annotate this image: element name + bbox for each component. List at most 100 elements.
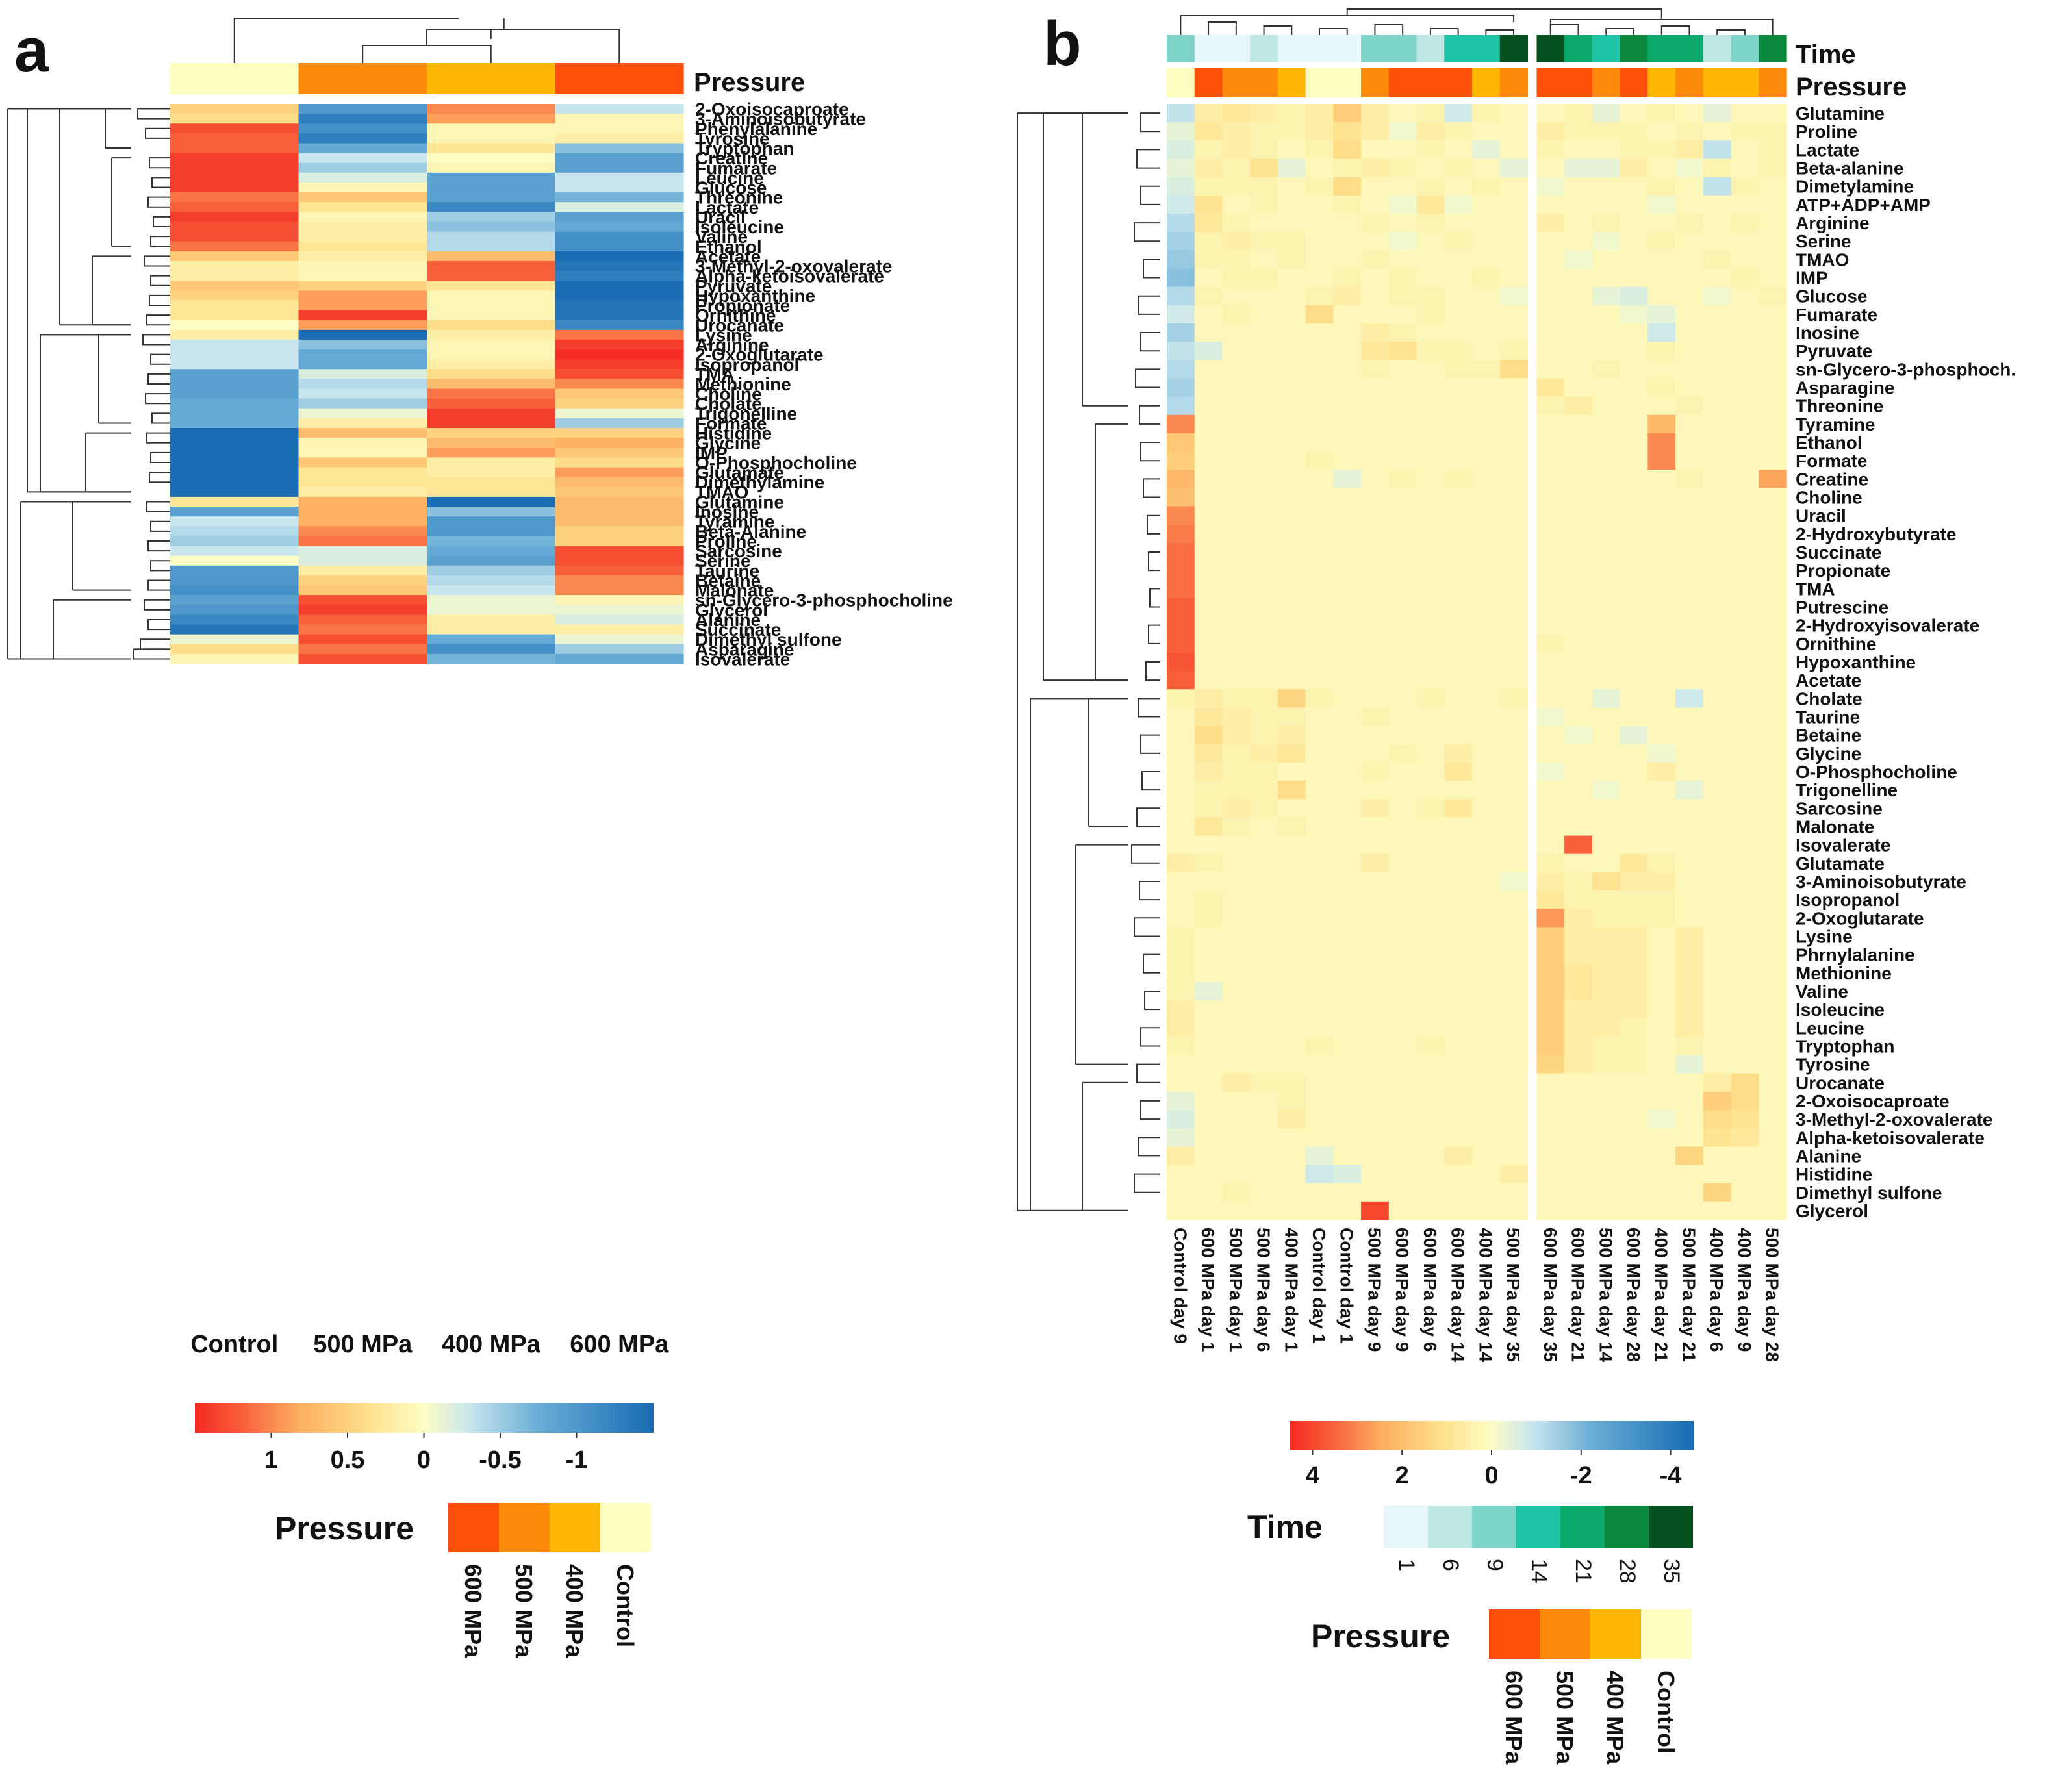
heatmap-cell bbox=[1194, 963, 1223, 983]
colorbar-segment bbox=[1535, 1421, 1540, 1450]
heatmap-cell bbox=[1194, 323, 1223, 342]
heatmap-cell bbox=[1647, 981, 1676, 1001]
heatmap-cell bbox=[1536, 781, 1565, 800]
row-label: Creatine bbox=[1796, 469, 1868, 489]
heatmap-cell bbox=[1647, 744, 1676, 763]
row-label: Trigonelline bbox=[1796, 780, 1898, 800]
heatmap-cell bbox=[1592, 213, 1621, 233]
heatmap-cell bbox=[555, 644, 684, 655]
row-label: Histidine bbox=[1796, 1165, 1872, 1185]
dendrogram-branch bbox=[146, 432, 170, 444]
heatmap-cell bbox=[1250, 177, 1278, 196]
colorbar-segment bbox=[1481, 1421, 1486, 1450]
heatmap-cell bbox=[1620, 1018, 1648, 1037]
heatmap-cell bbox=[1647, 799, 1676, 818]
heatmap-cell bbox=[1444, 213, 1473, 233]
row-label: Pyruvate bbox=[1796, 341, 1872, 361]
heatmap-cell bbox=[555, 653, 684, 664]
heatmap-cell bbox=[1472, 1018, 1501, 1037]
time-annotation-cell bbox=[1416, 35, 1445, 62]
heatmap-cell bbox=[1592, 890, 1621, 909]
heatmap-cell bbox=[170, 448, 299, 459]
heatmap-cell bbox=[1250, 817, 1278, 837]
heatmap-cell bbox=[1592, 268, 1621, 288]
heatmap-cell bbox=[1731, 323, 1759, 342]
pressure-legend-title: Pressure bbox=[275, 1510, 414, 1546]
colorbar-segment bbox=[1441, 1421, 1445, 1450]
heatmap-cell bbox=[1759, 598, 1787, 617]
heatmap-cell bbox=[1277, 396, 1306, 416]
colorbar-segment bbox=[1639, 1421, 1644, 1450]
heatmap-cell bbox=[1647, 470, 1676, 489]
heatmap-cell bbox=[1703, 433, 1732, 452]
heatmap-cell bbox=[1759, 1128, 1787, 1147]
heatmap-cell bbox=[1703, 305, 1732, 324]
heatmap-cell bbox=[1277, 1128, 1306, 1147]
heatmap-cell bbox=[1361, 524, 1390, 544]
colorbar-segment bbox=[385, 1403, 390, 1433]
heatmap-cell bbox=[1536, 305, 1565, 324]
heatmap-cell bbox=[170, 123, 299, 134]
heatmap-cell bbox=[1250, 506, 1278, 525]
heatmap-cell bbox=[1167, 726, 1195, 745]
heatmap-cell bbox=[1647, 122, 1676, 141]
heatmap-cell bbox=[1620, 470, 1648, 489]
heatmap-cell bbox=[555, 467, 684, 478]
row-label: Histidine bbox=[695, 423, 772, 444]
row-label: Arginine bbox=[1796, 213, 1870, 233]
heatmap-cell bbox=[1647, 268, 1676, 288]
heatmap-cell bbox=[1361, 122, 1390, 141]
heatmap-cell bbox=[1416, 981, 1445, 1001]
heatmap-cell bbox=[1564, 1037, 1593, 1056]
heatmap-cell bbox=[1361, 726, 1390, 745]
heatmap-cell bbox=[1759, 689, 1787, 709]
heatmap-cell bbox=[1499, 414, 1529, 434]
heatmap-cell bbox=[1472, 689, 1501, 709]
heatmap-cell bbox=[1333, 579, 1362, 599]
pressure-legend-swatch bbox=[448, 1503, 499, 1552]
heatmap-cell bbox=[1592, 616, 1621, 635]
heatmap-cell bbox=[1222, 981, 1251, 1001]
heatmap-cell bbox=[1277, 451, 1306, 470]
heatmap-cell bbox=[1194, 890, 1223, 909]
heatmap-cell bbox=[1194, 451, 1223, 470]
dendrogram-branch bbox=[1134, 222, 1160, 242]
heatmap-cell bbox=[1222, 213, 1251, 233]
heatmap-cell bbox=[1472, 853, 1501, 873]
heatmap-cell bbox=[1361, 598, 1390, 617]
heatmap-cell bbox=[1250, 268, 1278, 288]
heatmap-cell bbox=[1416, 890, 1445, 909]
heatmap-cell bbox=[427, 339, 556, 350]
heatmap-cell bbox=[298, 477, 427, 488]
heatmap-cell bbox=[1647, 488, 1676, 507]
row-label: Glycerol bbox=[1796, 1201, 1868, 1221]
colorbar-segment bbox=[1391, 1421, 1395, 1450]
heatmap-cell bbox=[1250, 909, 1278, 928]
colorbar-segment bbox=[492, 1403, 498, 1433]
heatmap-cell bbox=[1167, 927, 1195, 946]
heatmap-cell bbox=[1167, 470, 1195, 489]
heatmap-cell bbox=[1759, 799, 1787, 818]
heatmap-cell bbox=[1333, 1110, 1362, 1129]
heatmap-cell bbox=[1675, 1073, 1704, 1092]
heatmap-cell bbox=[1277, 945, 1306, 965]
heatmap-cell bbox=[1759, 1018, 1787, 1037]
time-annotation-cell bbox=[1333, 35, 1362, 62]
heatmap-cell bbox=[1592, 634, 1621, 653]
heatmap-cell bbox=[1388, 945, 1418, 965]
heatmap-cell bbox=[1250, 634, 1278, 653]
heatmap-cell bbox=[1222, 1037, 1251, 1056]
heatmap-cell bbox=[298, 605, 427, 615]
colorbar-segment bbox=[542, 1403, 547, 1433]
heatmap-cell bbox=[1647, 524, 1676, 544]
heatmap-cell bbox=[1592, 872, 1621, 891]
colorbar-segment bbox=[553, 1403, 559, 1433]
row-label: Isopropanol bbox=[1796, 890, 1900, 910]
heatmap-cell bbox=[555, 388, 684, 399]
heatmap-cell bbox=[1444, 177, 1473, 196]
heatmap-cell bbox=[1472, 250, 1501, 270]
pressure-annotation-cell bbox=[1444, 68, 1473, 97]
heatmap-cell bbox=[1361, 268, 1390, 288]
heatmap-cell bbox=[1759, 927, 1787, 946]
heatmap-cell bbox=[298, 555, 427, 566]
